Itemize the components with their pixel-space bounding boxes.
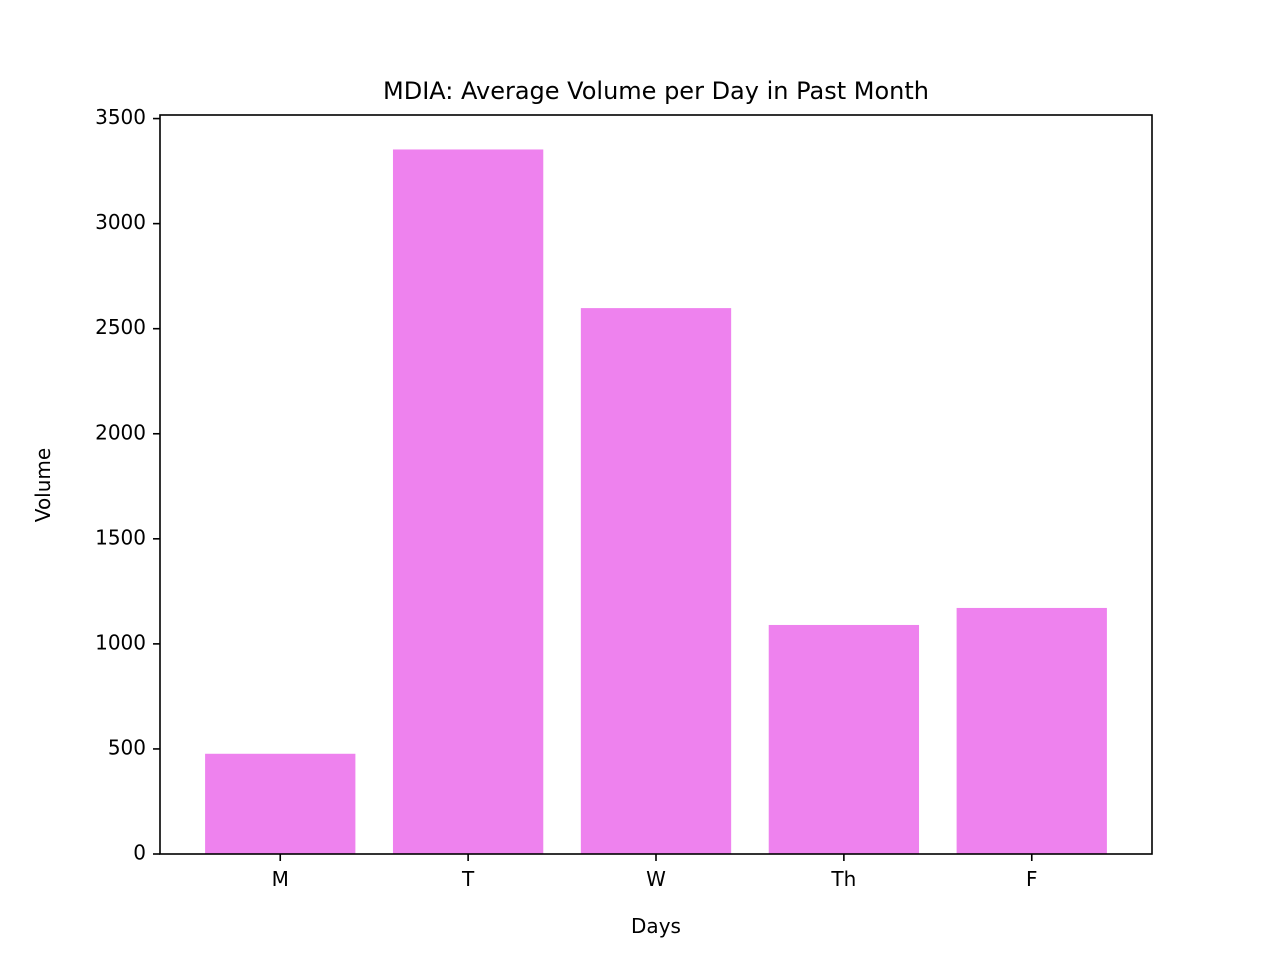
x-tick-label: Th: [830, 867, 856, 891]
y-tick-label: 1500: [95, 525, 146, 549]
x-tick-label: T: [461, 867, 475, 891]
x-tick-label: M: [272, 867, 289, 891]
y-tick-label: 1000: [95, 630, 146, 654]
y-tick-label: 0: [133, 841, 146, 865]
y-tick-label: 3000: [95, 210, 146, 234]
bar-f: [956, 607, 1107, 854]
y-tick-label: 3500: [95, 105, 146, 129]
y-tick-label: 2000: [95, 420, 146, 444]
y-tick-label: 2500: [95, 315, 146, 339]
y-axis-ticks: 0 500 1000 1500 2000 2500 3000 3500: [95, 105, 160, 865]
y-tick-label: 500: [108, 735, 146, 759]
bars-group: [205, 149, 1107, 854]
bar-m: [205, 753, 356, 854]
x-axis-ticks: M T W Th F: [272, 854, 1038, 891]
bar-t: [392, 149, 544, 854]
x-tick-label: F: [1026, 867, 1038, 891]
x-axis-label: Days: [631, 914, 681, 938]
plot-frame: [159, 114, 1153, 855]
bar-th: [768, 624, 920, 854]
bar-w: [580, 308, 732, 854]
y-axis-label: Volume: [31, 448, 55, 522]
chart-title: MDIA: Average Volume per Day in Past Mon…: [383, 77, 929, 105]
x-tick-label: W: [646, 867, 666, 891]
